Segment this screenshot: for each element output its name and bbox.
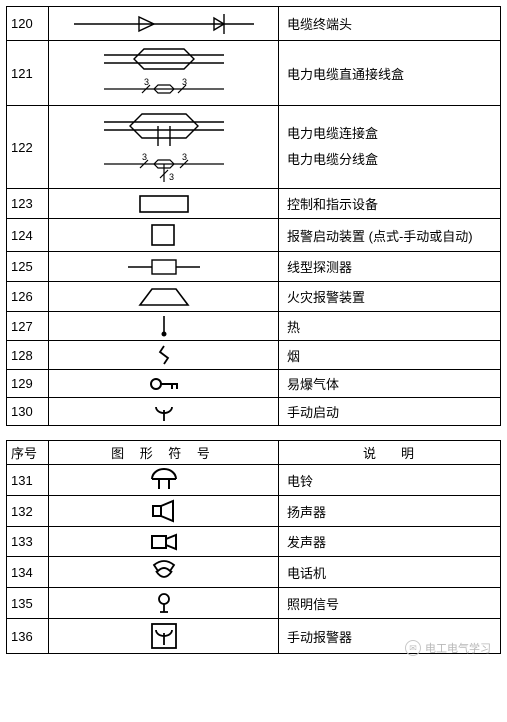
trapezoid-icon <box>134 285 194 309</box>
row-num: 134 <box>7 557 49 588</box>
table-row: 125 线型探测器 <box>7 252 501 282</box>
row-num: 125 <box>7 252 49 282</box>
header-row: 序号 图 形 符 号 说 明 <box>7 441 501 465</box>
row-desc: 电力电缆连接盒电力电缆分线盒 <box>279 106 501 189</box>
row-desc: 烟 <box>279 341 501 370</box>
row-desc: 热 <box>279 312 501 341</box>
row-num: 132 <box>7 496 49 527</box>
table-row: 134 电话机 <box>7 557 501 588</box>
row-desc: 火灾报警装置 <box>279 282 501 312</box>
table-row: 123 控制和指示设备 <box>7 189 501 219</box>
row-num: 129 <box>7 370 49 398</box>
gas-key-icon <box>144 373 184 395</box>
table-row: 128 烟 <box>7 341 501 370</box>
table-row: 127 热 <box>7 312 501 341</box>
row-desc: 照明信号 <box>279 588 501 619</box>
row-desc: 报警启动装置 (点式-手动或自动) <box>279 219 501 252</box>
straight-junction-box-icon: 3 3 <box>64 43 264 103</box>
row-desc: 电缆终端头 <box>279 7 501 41</box>
symbol-cell <box>49 588 279 619</box>
table-row: 135 照明信号 <box>7 588 501 619</box>
symbol-cell <box>49 398 279 426</box>
row-num: 120 <box>7 7 49 41</box>
table-row: 121 3 3 电力电缆直通接线盒 <box>7 41 501 106</box>
svg-text:3: 3 <box>182 152 187 162</box>
telephone-icon <box>148 559 180 585</box>
symbol-table-1: 120 电缆终端头 121 3 <box>6 6 501 426</box>
table-row: 133 发声器 <box>7 527 501 557</box>
row-num: 130 <box>7 398 49 426</box>
row-desc: 线型探测器 <box>279 252 501 282</box>
table-row: 132 扬声器 <box>7 496 501 527</box>
heat-icon <box>154 314 174 338</box>
sounder-icon <box>146 530 182 554</box>
row-num: 126 <box>7 282 49 312</box>
row-num: 133 <box>7 527 49 557</box>
light-signal-icon <box>154 590 174 616</box>
symbol-table-2: 序号 图 形 符 号 说 明 131 电铃 132 扬声器 133 <box>6 440 501 654</box>
svg-text:3: 3 <box>169 172 174 182</box>
table-row: 131 电铃 <box>7 465 501 496</box>
symbol-cell <box>49 312 279 341</box>
table-row: 120 电缆终端头 <box>7 7 501 41</box>
symbol-cell <box>49 189 279 219</box>
manual-start-icon <box>150 401 178 423</box>
symbol-cell <box>49 219 279 252</box>
row-num: 128 <box>7 341 49 370</box>
row-desc: 电话机 <box>279 557 501 588</box>
table-row: 122 3 3 3 <box>7 106 501 189</box>
row-num: 136 <box>7 619 49 654</box>
row-num: 127 <box>7 312 49 341</box>
svg-text:3: 3 <box>144 77 149 87</box>
symbol-cell <box>49 370 279 398</box>
table-row: 126 火灾报警装置 <box>7 282 501 312</box>
symbol-cell: 3 3 3 <box>49 106 279 189</box>
symbol-cell <box>49 341 279 370</box>
wechat-icon: ✉ <box>405 640 421 656</box>
row-desc: 发声器 <box>279 527 501 557</box>
row-num: 131 <box>7 465 49 496</box>
row-desc: 电力电缆直通接线盒 <box>279 41 501 106</box>
speaker-icon <box>147 498 181 524</box>
line-detector-icon <box>124 256 204 278</box>
symbol-cell <box>49 252 279 282</box>
row-num: 121 <box>7 41 49 106</box>
row-num: 124 <box>7 219 49 252</box>
symbol-cell: 3 3 <box>49 41 279 106</box>
table-row: 130 手动启动 <box>7 398 501 426</box>
symbol-cell <box>49 527 279 557</box>
symbol-cell <box>49 619 279 654</box>
manual-alarm-icon <box>147 621 181 651</box>
rect-wide-icon <box>134 192 194 216</box>
row-desc: 手动启动 <box>279 398 501 426</box>
table-row: 124 报警启动装置 (点式-手动或自动) <box>7 219 501 252</box>
cable-terminal-icon <box>64 10 264 38</box>
row-desc: 电铃 <box>279 465 501 496</box>
watermark-text: 电工电气学习 <box>425 640 491 656</box>
smoke-icon <box>154 343 174 367</box>
row-desc: 扬声器 <box>279 496 501 527</box>
cable-branch-box-icon: 3 3 3 <box>64 108 264 186</box>
bell-icon <box>147 467 181 493</box>
symbol-cell <box>49 557 279 588</box>
row-num: 122 <box>7 106 49 189</box>
hdr-sym: 图 形 符 号 <box>49 441 279 465</box>
row-num: 123 <box>7 189 49 219</box>
hdr-desc: 说 明 <box>279 441 501 465</box>
watermark: ✉ 电工电气学习 <box>405 640 491 656</box>
symbol-cell <box>49 465 279 496</box>
svg-text:3: 3 <box>142 152 147 162</box>
hdr-num: 序号 <box>7 441 49 465</box>
symbol-cell <box>49 7 279 41</box>
symbol-cell <box>49 496 279 527</box>
symbol-cell <box>49 282 279 312</box>
table-row: 129 易爆气体 <box>7 370 501 398</box>
square-icon <box>144 221 184 249</box>
row-desc: 易爆气体 <box>279 370 501 398</box>
row-num: 135 <box>7 588 49 619</box>
row-desc: 控制和指示设备 <box>279 189 501 219</box>
